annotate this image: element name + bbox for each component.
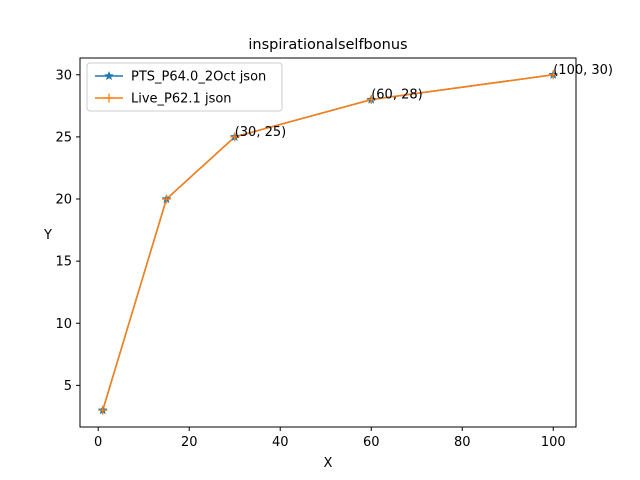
x-tick-label: 0 — [94, 435, 102, 450]
x-axis-ticks: 0 20 40 60 80 100 — [94, 427, 566, 450]
legend-marker-shape-1 — [104, 93, 114, 103]
plot-markers — [97, 69, 559, 415]
y-tick-label: 30 — [55, 68, 72, 83]
y-axis-label: Y — [43, 228, 52, 243]
y-tick-label: 10 — [55, 317, 72, 332]
data-point-1-0 — [98, 405, 108, 415]
plot-frame — [79, 57, 577, 428]
legend-label-live: Live_P62.1 json — [131, 92, 232, 107]
data-point-1-3 — [366, 95, 376, 105]
x-tick-label: 20 — [181, 435, 198, 450]
legend-label-pts: PTS_P64.0_2Oct json — [131, 70, 266, 85]
legend-marker-shape-0 — [104, 70, 114, 81]
point-annotation: (100, 30) — [553, 63, 613, 78]
annotations: (30, 25) (60, 28) (100, 30) — [235, 63, 613, 140]
data-point-1-1 — [161, 194, 171, 204]
y-tick-label: 5 — [64, 379, 72, 394]
legend-marker-live — [104, 93, 114, 103]
x-tick-label: 40 — [272, 435, 289, 450]
data-point-1-4 — [548, 70, 558, 80]
x-axis-label: X — [324, 456, 333, 471]
series-line-0 — [102, 74, 554, 411]
legend: PTS_P64.0_2Oct json Live_P62.1 json — [86, 62, 283, 112]
chart-title: inspirationalselfbonus — [248, 37, 407, 53]
y-axis-ticks: 5 10 15 20 25 30 — [55, 68, 80, 394]
x-tick-label: 80 — [454, 435, 471, 450]
x-tick-label: 100 — [541, 435, 566, 450]
y-tick-label: 15 — [55, 255, 72, 270]
legend-marker-pts — [104, 70, 114, 81]
legend-box — [86, 62, 283, 112]
data-point-1-2 — [230, 132, 240, 142]
point-annotation: (30, 25) — [235, 125, 286, 140]
plot-lines — [102, 74, 554, 411]
y-tick-label: 25 — [55, 130, 72, 145]
x-tick-label: 60 — [363, 435, 380, 450]
y-tick-label: 20 — [55, 193, 72, 208]
point-annotation: (60, 28) — [371, 88, 423, 103]
series-line-1 — [102, 74, 554, 411]
